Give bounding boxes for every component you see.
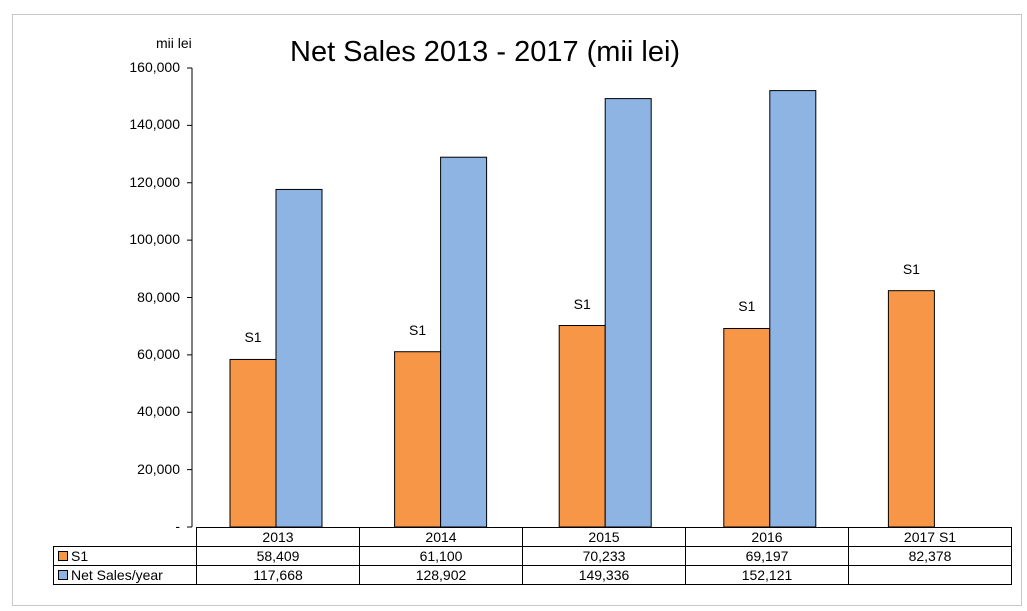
bar-s1 — [723, 327, 771, 528]
y-tick-label: - — [175, 518, 180, 534]
y-tick-label: 120,000 — [129, 173, 180, 190]
data-cell: 149,336 — [522, 565, 686, 585]
data-table-corner — [54, 528, 197, 547]
data-cell — [848, 565, 1012, 585]
category-label: 2015 — [522, 527, 686, 547]
data-cell: 58,409 — [196, 546, 360, 566]
bar-net-sales — [440, 156, 488, 528]
chart-frame — [12, 14, 1022, 606]
bar-net-sales — [604, 98, 652, 528]
data-cell: 69,197 — [685, 546, 849, 566]
y-axis-unit-label: mii lei — [156, 35, 192, 51]
category-label: 2017 S1 — [848, 527, 1012, 547]
bar-s1 — [887, 290, 935, 528]
bar-data-label: S1 — [244, 329, 262, 346]
data-cell: 117,668 — [196, 565, 360, 585]
bar-s1 — [394, 351, 442, 528]
chart-title: Net Sales 2013 - 2017 (mii lei) — [290, 36, 681, 68]
bar-net-sales — [769, 90, 817, 528]
y-tick-label: 140,000 — [129, 116, 180, 133]
data-table: 2013 2014 2015 2016 2017 S1 S1 58,409 61… — [53, 527, 1012, 585]
bar-s1 — [229, 358, 277, 528]
bar-data-label: S1 — [573, 295, 591, 312]
series-label-net-sales: Net Sales/year — [53, 565, 197, 585]
legend-key-s1 — [58, 551, 68, 561]
category-label: 2013 — [196, 527, 360, 547]
y-tick-label: 100,000 — [129, 231, 180, 248]
bar-data-label: S1 — [902, 260, 920, 277]
data-cell: 152,121 — [685, 565, 849, 585]
series-label-s1: S1 — [53, 546, 197, 566]
bar-s1 — [558, 325, 606, 528]
series-name: Net Sales/year — [71, 567, 163, 583]
bar-net-sales — [275, 188, 323, 528]
category-label: 2014 — [359, 527, 523, 547]
y-tick-label: 60,000 — [137, 345, 180, 362]
y-tick-label: 80,000 — [137, 288, 180, 305]
data-cell: 128,902 — [359, 565, 523, 585]
data-cell: 61,100 — [359, 546, 523, 566]
data-cell: 82,378 — [848, 546, 1012, 566]
y-tick-label: 160,000 — [129, 59, 180, 75]
bar-data-label: S1 — [409, 321, 427, 338]
data-table-row-net-sales: Net Sales/year 117,668 128,902 149,336 1… — [53, 565, 1012, 585]
y-tick-label: 20,000 — [137, 460, 180, 477]
y-tick-label: 40,000 — [137, 403, 180, 420]
data-cell: 70,233 — [522, 546, 686, 566]
data-table-header-row: 2013 2014 2015 2016 2017 S1 — [54, 527, 1012, 547]
category-label: 2016 — [685, 527, 849, 547]
data-table-row-s1: S1 58,409 61,100 70,233 69,197 82,378 — [53, 546, 1012, 566]
bar-data-label: S1 — [738, 298, 756, 315]
legend-key-net-sales — [58, 570, 68, 580]
series-name: S1 — [71, 548, 89, 564]
